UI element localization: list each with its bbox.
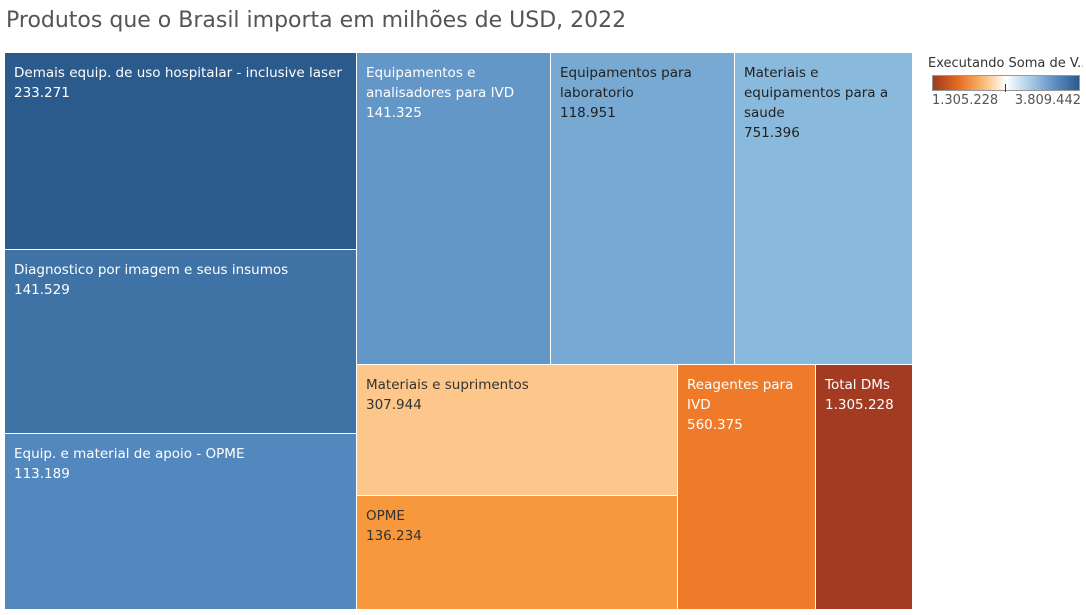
legend-title: Executando Soma de V.. xyxy=(928,56,1083,71)
tile-value: 118.951 xyxy=(560,105,616,121)
tile-label: Equipamentos para laboratorio xyxy=(560,65,692,101)
tile-value: 1.305.228 xyxy=(825,397,894,413)
tile-value: 113.189 xyxy=(14,466,70,482)
chart-title: Produtos que o Brasil importa em milhões… xyxy=(6,8,627,33)
tile-value: 233.271 xyxy=(14,85,70,101)
tile-label: Equip. e material de apoio - OPME xyxy=(14,446,245,462)
legend-gradient-bar xyxy=(932,75,1080,92)
treemap-tile[interactable]: Total DMs 1.305.228 xyxy=(816,365,913,610)
tile-label: Materiais e equipamentos para a saude xyxy=(744,65,889,121)
legend-max-label: 3.809.442 xyxy=(1014,93,1081,108)
tile-label: OPME xyxy=(366,508,405,524)
legend-min-label: 1.305.228 xyxy=(932,93,999,108)
treemap-tile[interactable]: Reagentes para IVD 560.375 xyxy=(678,365,816,610)
tile-label: Materiais e suprimentos xyxy=(366,377,529,393)
tile-label: Equipamentos e analisadores para IVD xyxy=(366,65,515,101)
tile-value: 751.396 xyxy=(744,125,800,141)
treemap-tile[interactable]: OPME 136.234 xyxy=(357,496,678,610)
treemap-tile[interactable]: Equipamentos para laboratorio 118.951 xyxy=(551,53,735,365)
treemap-tile[interactable]: Materiais e suprimentos 307.944 xyxy=(357,365,678,496)
tile-value: 307.944 xyxy=(366,397,422,413)
treemap: Demais equip. de uso hospitalar - inclus… xyxy=(5,53,913,610)
tile-label: Diagnostico por imagem e seus insumos xyxy=(14,262,289,278)
tile-label: Demais equip. de uso hospitalar - inclus… xyxy=(14,65,342,81)
tile-label: Total DMs xyxy=(825,377,890,393)
tile-value: 560.375 xyxy=(687,417,743,433)
tile-value: 141.325 xyxy=(366,105,422,121)
tile-value: 136.234 xyxy=(366,528,422,544)
tile-value: 141.529 xyxy=(14,282,70,298)
legend-tick xyxy=(1005,84,1006,92)
treemap-tile[interactable]: Demais equip. de uso hospitalar - inclus… xyxy=(5,53,357,250)
treemap-tile[interactable]: Materiais e equipamentos para a saude 751… xyxy=(735,53,913,365)
tile-label: Reagentes para IVD xyxy=(687,377,794,413)
treemap-tile[interactable]: Diagnostico por imagem e seus insumos 141… xyxy=(5,250,357,434)
treemap-tile[interactable]: Equipamentos e analisadores para IVD 141.… xyxy=(357,53,551,365)
color-legend: Executando Soma de V.. 1.305.228 3.809.4… xyxy=(928,56,1083,111)
treemap-tile[interactable]: Equip. e material de apoio - OPME 113.189 xyxy=(5,434,357,610)
